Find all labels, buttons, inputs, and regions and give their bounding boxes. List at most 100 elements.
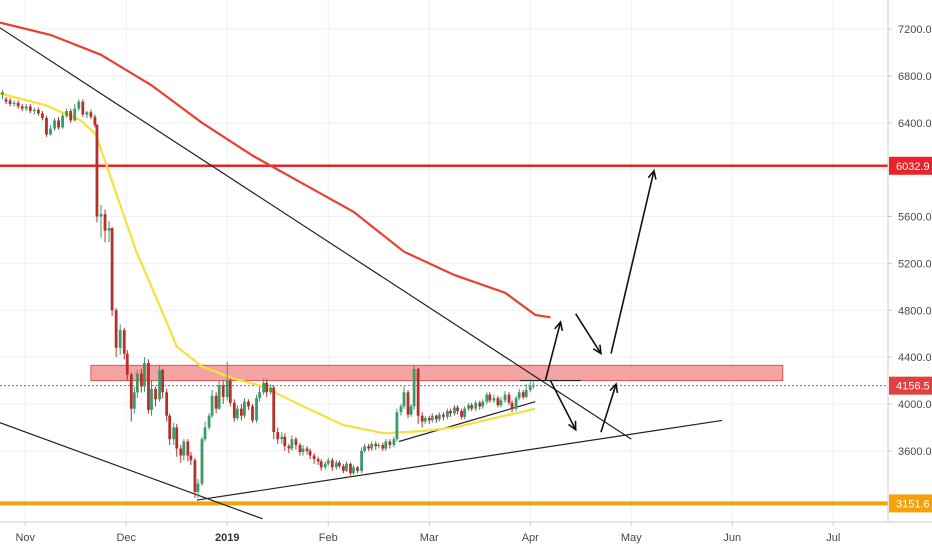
candle-body bbox=[12, 102, 16, 104]
candle-body bbox=[312, 455, 316, 460]
projection-arrow bbox=[600, 383, 617, 433]
candle-body bbox=[168, 415, 172, 440]
projection-arrow bbox=[575, 313, 602, 355]
projection-arrowhead bbox=[554, 320, 564, 331]
candle-body bbox=[95, 125, 99, 217]
price-tick-label: 4400.0 bbox=[898, 352, 932, 364]
projection-arrows bbox=[544, 169, 657, 433]
candle-body bbox=[114, 310, 118, 348]
candle-body bbox=[294, 439, 298, 446]
candle-body bbox=[99, 214, 103, 217]
candle-body bbox=[61, 115, 65, 128]
candle-body bbox=[374, 443, 378, 447]
candle-body bbox=[434, 415, 438, 420]
candle-body bbox=[28, 106, 32, 112]
candle-body bbox=[352, 467, 355, 474]
resistance-zone-box bbox=[90, 364, 784, 382]
candle-body bbox=[503, 394, 507, 401]
candle-body bbox=[53, 120, 56, 129]
candle-body bbox=[416, 368, 420, 416]
candle-body bbox=[214, 395, 218, 409]
candle-body bbox=[441, 414, 445, 417]
candle-body bbox=[225, 380, 229, 397]
candle-body bbox=[262, 382, 266, 393]
candle-body bbox=[77, 101, 81, 109]
candle-body bbox=[269, 387, 273, 393]
projection-arrow bbox=[610, 170, 655, 354]
candle-body bbox=[528, 386, 532, 390]
candle-body bbox=[107, 228, 111, 231]
candle-body bbox=[392, 439, 396, 446]
candle-body bbox=[316, 459, 320, 462]
candle-body bbox=[247, 401, 250, 407]
time-tick-label: Jun bbox=[723, 532, 741, 544]
candle-body bbox=[427, 418, 431, 421]
candle-body bbox=[239, 408, 243, 416]
candle-body bbox=[437, 414, 441, 420]
candle-body bbox=[370, 443, 374, 449]
price-tick-label: 5200.0 bbox=[898, 258, 932, 270]
current-price-badge-bg bbox=[889, 376, 932, 395]
candle-body bbox=[45, 118, 48, 135]
trendlines bbox=[0, 27, 723, 520]
candle-body bbox=[122, 330, 126, 354]
candle-body bbox=[499, 400, 503, 406]
candle-body bbox=[287, 446, 291, 449]
candle-body bbox=[221, 385, 225, 397]
price-axis-bg bbox=[888, 0, 932, 550]
candle-body bbox=[217, 385, 221, 409]
candle-body bbox=[258, 392, 261, 399]
candle-body bbox=[467, 405, 471, 409]
candle-body bbox=[356, 467, 359, 471]
candle-body bbox=[330, 460, 334, 468]
candle-body bbox=[514, 398, 518, 409]
candle-body bbox=[140, 373, 143, 387]
time-tick-label: Apr bbox=[522, 532, 539, 544]
candle-body bbox=[20, 106, 24, 109]
candle-body bbox=[189, 455, 193, 461]
candle-body bbox=[210, 395, 214, 416]
candle-body bbox=[81, 101, 85, 115]
candle-body bbox=[243, 401, 246, 416]
candle-body bbox=[510, 402, 514, 409]
candle-body bbox=[36, 109, 40, 114]
candle-body bbox=[232, 402, 236, 419]
candle-body bbox=[161, 370, 165, 393]
candle-body bbox=[496, 398, 500, 406]
candle-body bbox=[228, 380, 232, 403]
candle-body bbox=[381, 445, 385, 449]
candle-body bbox=[345, 463, 348, 471]
time-tick-label: 2019 bbox=[215, 532, 239, 544]
candle-body bbox=[200, 439, 204, 484]
candle-body bbox=[492, 398, 496, 401]
candle-body bbox=[280, 436, 284, 440]
projection-arrowhead bbox=[647, 169, 657, 180]
candle-body bbox=[481, 401, 485, 407]
candle-body bbox=[485, 394, 489, 402]
candle-body bbox=[193, 460, 197, 492]
candle-body bbox=[323, 463, 327, 468]
candle-body bbox=[377, 445, 381, 447]
candle-body bbox=[524, 389, 528, 397]
candle-body bbox=[290, 439, 294, 449]
candle-body bbox=[154, 388, 157, 400]
trendline bbox=[196, 419, 723, 501]
candle-body bbox=[326, 460, 330, 464]
candle-body bbox=[449, 411, 452, 414]
price-tick-label: 6400.0 bbox=[898, 118, 932, 130]
candle-body bbox=[265, 382, 269, 393]
candle-body bbox=[367, 446, 371, 449]
time-axis[interactable]: Nov Dec 2019 Feb Mar Apr May Jun Jul bbox=[0, 521, 932, 544]
candle-body bbox=[399, 406, 403, 413]
candle-body bbox=[196, 483, 200, 492]
candle-body bbox=[57, 120, 60, 128]
price-axis[interactable]: 7200.06800.06400.06000.05600.05200.04800… bbox=[887, 0, 932, 550]
candle-body bbox=[453, 407, 456, 414]
candle-body bbox=[409, 406, 413, 415]
candle-body bbox=[337, 462, 341, 467]
trendline bbox=[0, 422, 263, 520]
resistance-price-badge: 6032.9 bbox=[896, 161, 930, 173]
time-tick-label: Dec bbox=[116, 532, 136, 544]
candle-body bbox=[384, 441, 388, 449]
